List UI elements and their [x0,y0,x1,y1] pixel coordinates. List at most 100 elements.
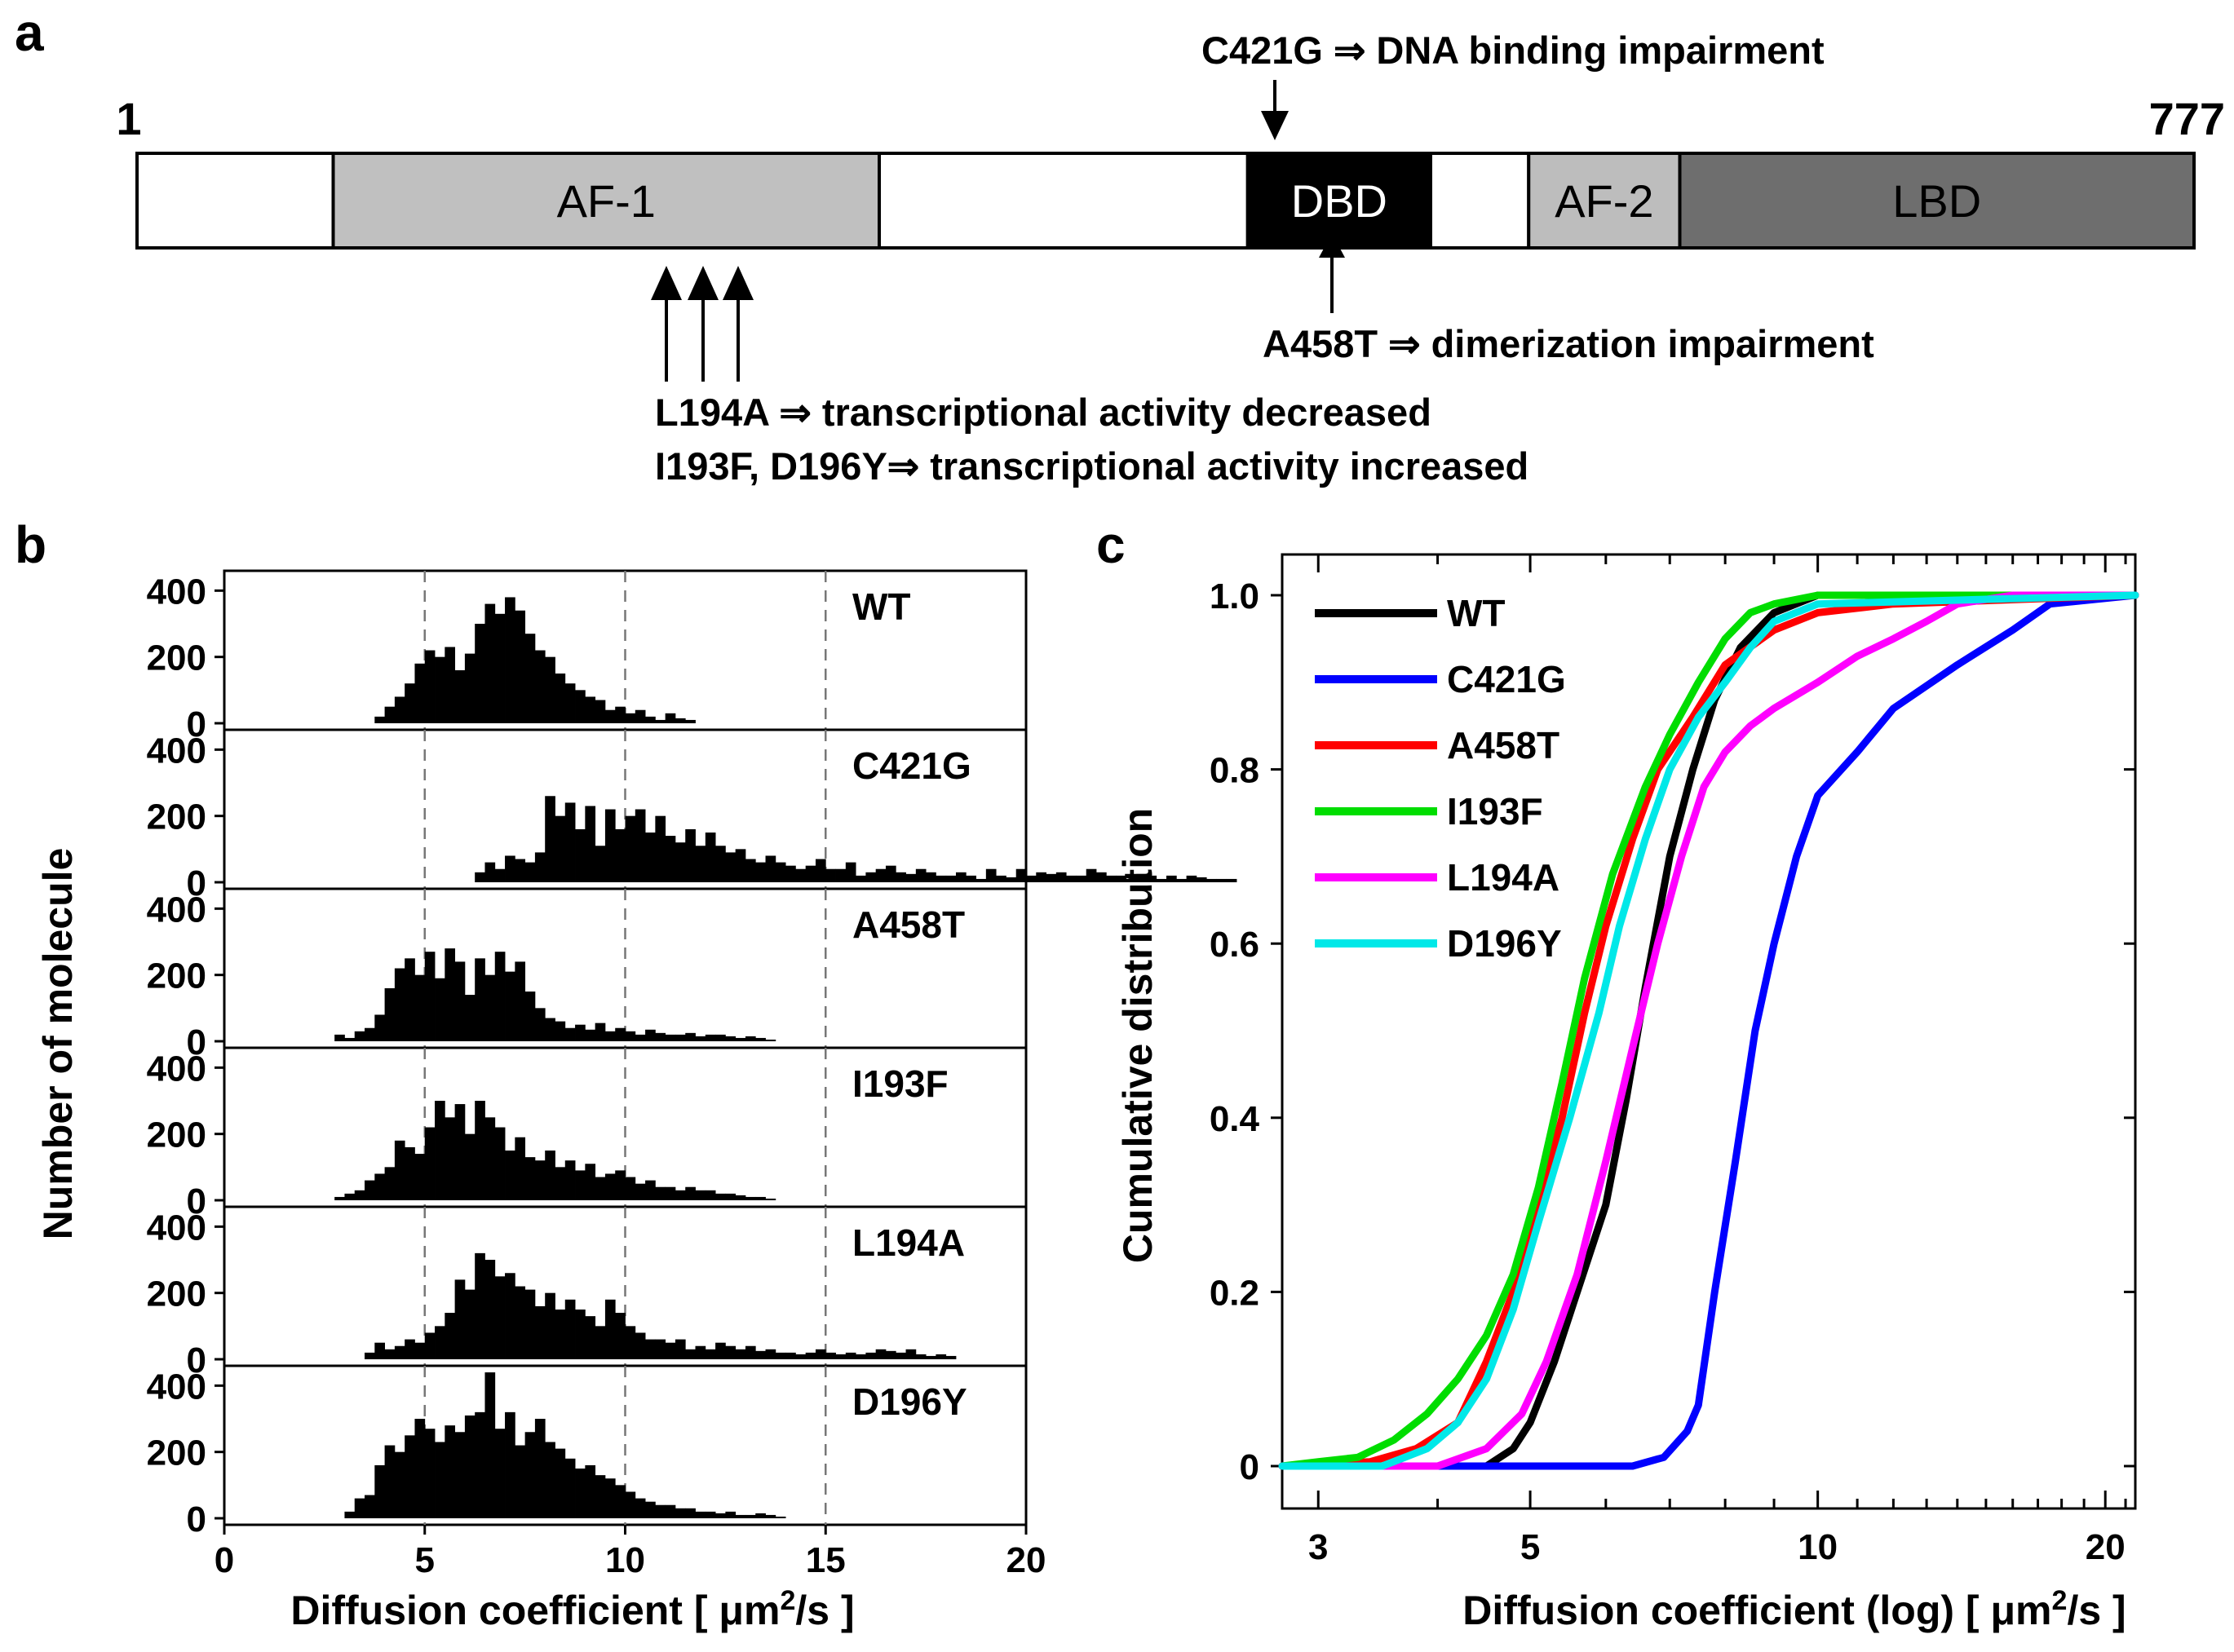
histogram-bar [775,862,786,882]
histogram-bar [705,1511,716,1518]
histogram-bar [585,806,596,882]
a458t-arrow-head [1319,233,1345,258]
histogram-bar [464,1133,476,1200]
histogram-bar [384,1167,396,1200]
histogram-bar [445,1425,456,1518]
histogram-bar [545,1442,555,1518]
histogram-bar [745,1196,756,1200]
histogram-bar [414,1419,426,1518]
histogram-bar [1146,875,1157,882]
legend-label-a458t: A458T [1447,724,1559,766]
histogram-bar [494,1429,506,1518]
histogram-bar [745,859,756,882]
histogram-bar [365,1495,375,1518]
protein-start-label: 1 [116,93,141,144]
legend-label-c421g: C421G [1447,658,1566,700]
histogram-bar [1015,868,1027,882]
panel-c-label: c [1096,515,1126,574]
histogram-bar [484,1372,496,1518]
histogram-bar [645,1501,656,1518]
histogram-bar [615,1313,626,1359]
histogram-bar [625,1326,636,1359]
a458t-annotation: A458T ⇒ dimerization impairment [1263,322,1874,365]
domain-label-af-1: AF-1 [557,175,656,227]
histogram-bar [755,1037,766,1041]
x-tick-label: 5 [1520,1527,1540,1567]
histogram-bar [856,875,866,882]
histogram-bar [615,1170,626,1200]
histogram-bar [575,690,586,723]
histogram-bar [454,669,466,723]
histogram-bar [835,868,847,882]
histogram-bar [695,846,706,882]
histogram-bar [405,1146,415,1200]
histogram-bar [524,1157,536,1200]
histogram-bar [665,836,676,882]
histogram-bar [484,603,496,723]
histogram-bar [505,1411,515,1518]
histogram-bar [555,1448,566,1518]
domain-linker-2 [878,152,1250,250]
histogram-bar [515,859,526,882]
domain-label-lbd: LBD [1892,175,1981,227]
histogram-bar [494,1276,506,1359]
histogram-bar [1226,878,1237,882]
y-tick-label: 0 [187,1341,206,1380]
histogram-bar [374,1342,385,1359]
histogram-bar [505,1273,515,1359]
histogram-bar [665,1342,676,1359]
histogram-bar [645,716,656,723]
histogram-bar [564,683,576,723]
histogram-bar [515,1286,526,1359]
histogram-bar [394,1451,405,1518]
panel-b-ylabel: Number of molecule [35,848,81,1240]
histogram-bar [865,872,877,882]
histogram-bar [515,1445,526,1518]
l194a-arrow-head [688,266,719,300]
x-tick-label: 20 [2086,1527,2126,1567]
histogram-bar [966,875,976,882]
histogram-a458t: 0 200 400 A458T [147,887,1028,1062]
histogram-bar [755,1350,766,1359]
histogram-bar [475,872,485,882]
histogram-bar [365,1352,375,1359]
x-tick-label: 10 [1798,1527,1838,1567]
histogram-bar [795,868,807,882]
histogram-bar [665,1186,676,1200]
histogram-bar [1055,872,1067,882]
y-tick-label: 1.0 [1210,576,1259,616]
y-tick-label: 400 [147,572,206,612]
histogram-bar [955,872,967,882]
panel-c-xlabel: Diffusion coefficient (log) [ μm2/s ] [1462,1585,2126,1633]
histogram-bar [985,868,997,882]
cdf-line-d196y [1278,591,2139,1470]
histogram-bar [424,1127,436,1200]
histogram-bar [435,978,445,1041]
histogram-bar [505,971,515,1041]
histogram-bar [604,1173,616,1200]
histogram-bar [926,1355,936,1359]
histogram-bar [905,873,917,882]
histogram-bar [885,1350,896,1359]
histogram-bar [1196,877,1207,882]
histogram-bar [1216,878,1228,882]
histogram-bar [1066,875,1077,882]
histogram-label-i193f: I193F [852,1062,949,1105]
histogram-bar [475,624,485,723]
histogram-bar [484,974,496,1041]
histogram-bar [515,1137,526,1200]
histogram-bar [775,1352,786,1359]
histogram-bar [484,1260,496,1359]
histogram-bar [896,872,906,882]
histogram-bar [575,828,586,882]
histogram-bar [775,1516,786,1518]
histogram-bar [665,1034,676,1041]
histogram-bar [575,1469,586,1518]
histogram-bar [505,855,515,882]
histogram-bar [365,1180,375,1200]
y-tick-label: 400 [147,1208,206,1248]
histogram-bar [755,862,766,882]
histogram-bar [545,1151,555,1200]
histogram-bar [464,653,476,723]
histogram-bar [755,1196,766,1200]
